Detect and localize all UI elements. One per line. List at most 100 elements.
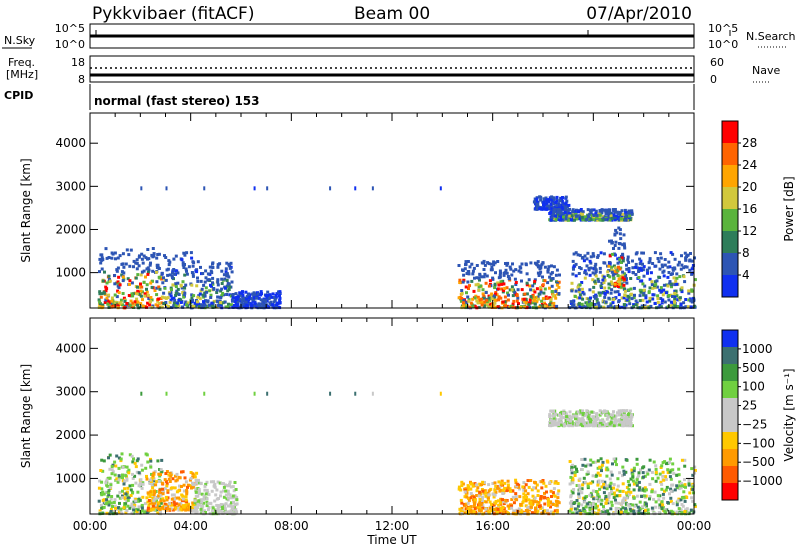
heatmap-cell <box>593 272 597 276</box>
heatmap-cell <box>678 297 682 301</box>
heatmap-cell <box>622 287 626 291</box>
heatmap-cell <box>496 260 500 263</box>
heatmap-cell <box>678 484 682 488</box>
heatmap-cell <box>556 282 559 285</box>
heatmap-cell <box>524 504 528 508</box>
heatmap-cell <box>182 483 186 487</box>
heatmap-cell <box>577 492 581 496</box>
heatmap-cell <box>599 502 603 506</box>
heatmap-cell <box>143 510 147 514</box>
heatmap-cell <box>197 488 201 492</box>
heatmap-cell <box>532 511 536 515</box>
heatmap-cell <box>122 296 126 300</box>
heatmap-cell <box>630 297 634 301</box>
heatmap-cell <box>591 509 595 513</box>
heatmap-cell <box>190 486 193 490</box>
heatmap-cell <box>112 302 116 305</box>
heatmap-cell <box>497 480 501 484</box>
heatmap-cell <box>638 288 642 292</box>
heatmap-cell <box>160 277 164 281</box>
heatmap-cell <box>129 303 133 307</box>
heatmap-cell <box>690 288 694 292</box>
heatmap-cell <box>102 291 106 295</box>
heatmap-cell <box>171 508 175 512</box>
heatmap-cell <box>641 268 645 272</box>
heatmap-cell <box>618 274 622 278</box>
colorbar-swatch <box>722 275 738 298</box>
heatmap-cell <box>472 505 476 508</box>
heatmap-cell <box>142 254 146 258</box>
heatmap-cell <box>516 288 520 292</box>
heatmap-cell <box>554 205 558 209</box>
heatmap-cell <box>604 510 608 514</box>
heatmap-cell <box>177 298 181 302</box>
heatmap-cell <box>136 457 140 461</box>
heatmap-cell <box>502 273 506 277</box>
heatmap-cell <box>642 251 645 255</box>
heatmap-cell <box>180 286 184 290</box>
heatmap-cell <box>621 218 625 222</box>
heatmap-cell <box>191 483 195 487</box>
heatmap-cell <box>669 251 673 255</box>
colorbar-swatch <box>722 483 738 501</box>
heatmap-cell <box>628 214 631 218</box>
heatmap-cell <box>661 298 665 302</box>
heatmap-cell <box>550 495 553 498</box>
heatmap-cell <box>493 509 497 513</box>
heatmap-cell <box>462 278 466 282</box>
heatmap-cell <box>224 286 227 290</box>
heatmap-cell <box>209 296 213 299</box>
heatmap-cell <box>459 498 463 502</box>
heatmap-cell <box>271 292 275 296</box>
heatmap-cell <box>471 498 475 502</box>
heatmap-cell <box>149 296 153 299</box>
heatmap-cell <box>483 481 486 484</box>
heatmap-cell <box>647 261 651 265</box>
heatmap-cell <box>211 281 214 285</box>
heatmap-cell <box>152 493 156 497</box>
heatmap-cell <box>553 481 557 485</box>
heatmap-cell <box>135 470 139 474</box>
heatmap-cell <box>620 502 624 506</box>
heatmap-cell <box>209 480 213 484</box>
heatmap-cell <box>632 488 636 492</box>
heatmap-cell <box>598 210 602 214</box>
heatmap-cell <box>688 259 692 263</box>
heatmap-cell <box>642 291 646 295</box>
x-tick-label: 00:00 <box>677 519 712 533</box>
heatmap-cell <box>602 305 606 309</box>
heatmap-cell <box>153 289 157 292</box>
heatmap-cell <box>511 305 515 309</box>
heatmap-cell <box>649 304 653 308</box>
heatmap-cell <box>151 475 155 479</box>
heatmap-cell <box>577 272 581 275</box>
heatmap-cell <box>574 414 578 418</box>
heatmap-cell <box>568 509 572 513</box>
heatmap-cell <box>112 501 116 504</box>
heatmap-cell <box>98 257 102 261</box>
heatmap-cell <box>596 218 600 222</box>
heatmap-cell <box>591 424 595 428</box>
heatmap-cell <box>601 460 605 464</box>
heatmap-cell <box>210 509 214 513</box>
heatmap-cell <box>109 510 113 513</box>
heatmap-cell <box>144 256 148 260</box>
colorbar-tick-label: 500 <box>742 361 765 375</box>
heatmap-cell <box>173 503 177 507</box>
heatmap-cell <box>224 510 228 514</box>
colorbar-tick-label: 4 <box>742 268 750 282</box>
heatmap-cell <box>667 294 671 297</box>
heatmap-cell <box>561 201 565 205</box>
heatmap-cell <box>226 504 230 508</box>
heatmap-cell <box>215 488 219 492</box>
heatmap-cell <box>172 301 176 305</box>
heatmap-cell <box>558 199 562 203</box>
heatmap-cell <box>606 509 610 513</box>
heatmap-cell <box>490 502 493 506</box>
heatmap-cell <box>569 507 573 511</box>
heatmap-cell <box>667 271 671 274</box>
heatmap-cell <box>509 267 513 271</box>
heatmap-cell <box>648 495 652 499</box>
heatmap-cell <box>576 253 580 257</box>
heatmap-cell <box>219 505 222 509</box>
